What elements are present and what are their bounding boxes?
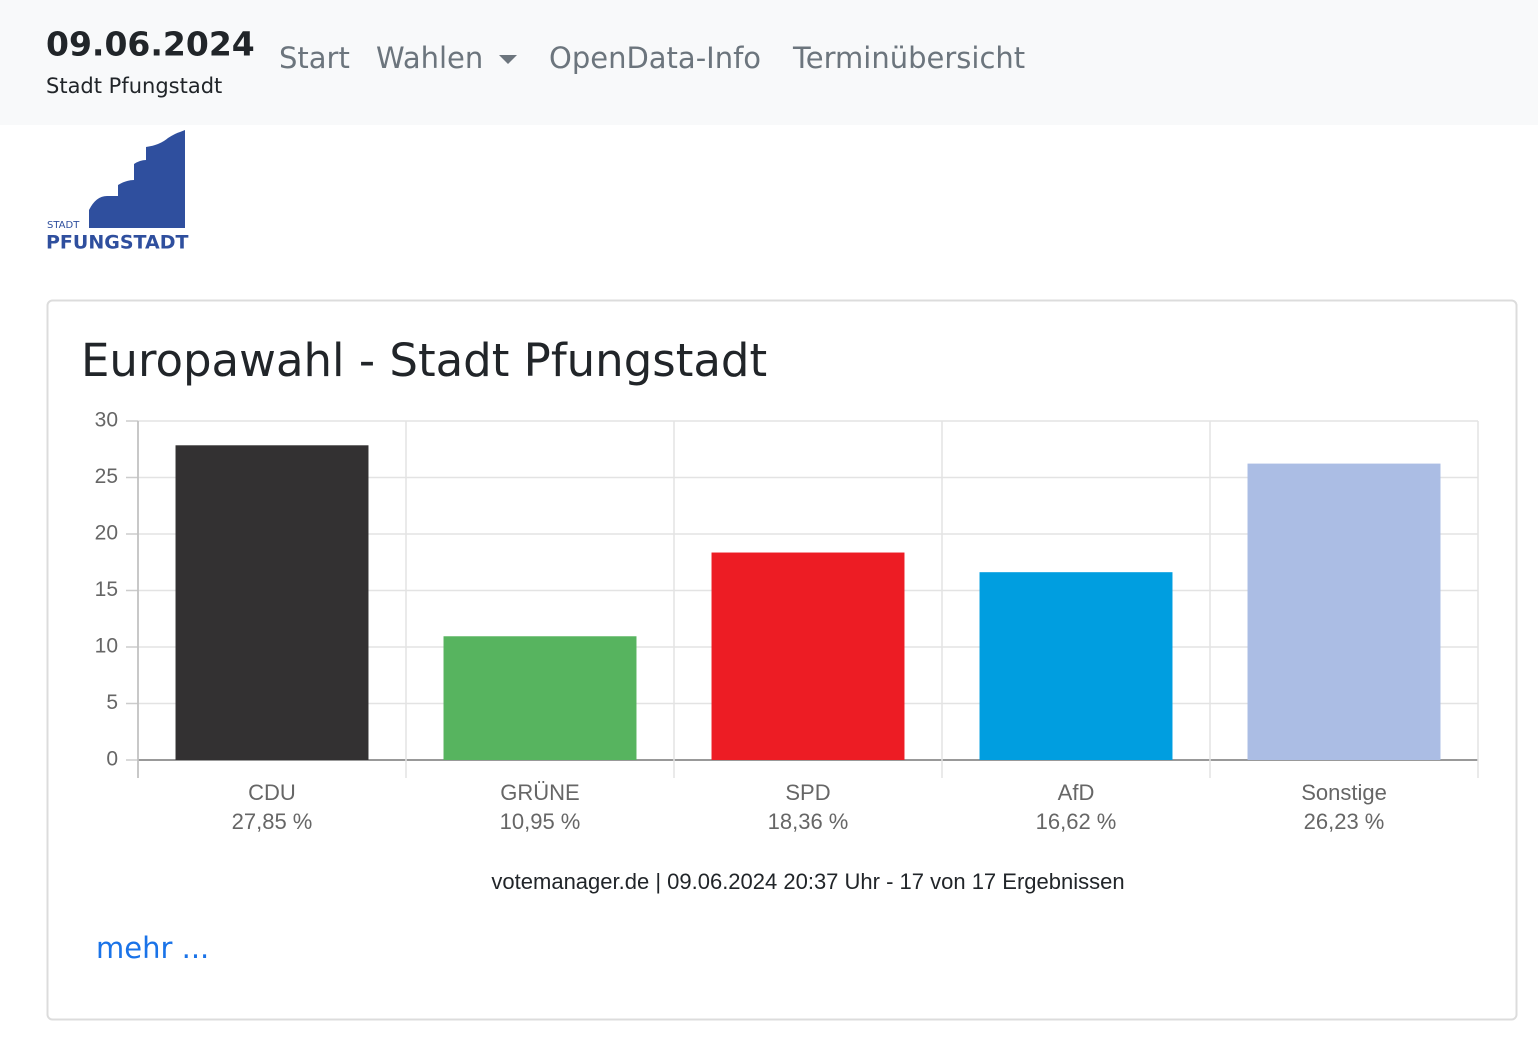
- y-tick-label: 25: [95, 465, 118, 488]
- logo-small: STADT: [47, 220, 80, 231]
- brand-date[interactable]: 09.06.2024: [46, 25, 255, 64]
- value-label: 10,95 %: [500, 809, 581, 834]
- y-tick-label: 30: [95, 409, 118, 432]
- bar: [711, 552, 905, 760]
- more-link[interactable]: mehr ...: [96, 931, 209, 965]
- dropdown-caret[interactable]: [499, 55, 517, 64]
- nav-link[interactable]: Start: [279, 41, 350, 75]
- y-tick-label: 5: [106, 691, 118, 714]
- plot: 0 5 10 15 20 25 30 CDU 27,85 % GRÜNE 10,95 % SPD 18,…: [95, 409, 1479, 834]
- x-tick-label: CDU: [248, 780, 296, 805]
- x-tick-label: SPD: [785, 780, 830, 805]
- value-label: 27,85 %: [232, 809, 313, 834]
- logo-shape: [89, 130, 185, 228]
- logo: STADT PFUNGSTADT: [46, 130, 188, 254]
- nav-link[interactable]: OpenData-Info: [549, 41, 761, 75]
- nav-link[interactable]: Terminübersicht: [792, 41, 1025, 75]
- bar: [1247, 463, 1441, 760]
- logo-name: PFUNGSTADT: [46, 232, 188, 254]
- value-label: 26,23 %: [1304, 809, 1385, 834]
- chart-title: Europawahl - Stadt Pfungstadt: [81, 334, 767, 387]
- x-tick-label: AfD: [1058, 780, 1095, 805]
- value-label: 18,36 %: [768, 809, 849, 834]
- y-tick-label: 15: [95, 578, 118, 601]
- bar: [443, 636, 637, 760]
- brand-subtitle[interactable]: Stadt Pfungstadt: [46, 74, 222, 98]
- x-tick-label: Sonstige: [1301, 780, 1387, 805]
- navbar: [0, 0, 1538, 125]
- bar: [979, 572, 1173, 760]
- source-note: votemanager.de | 09.06.2024 20:37 Uhr - …: [491, 869, 1124, 894]
- y-tick-label: 20: [95, 522, 118, 545]
- nav-link[interactable]: Wahlen: [376, 41, 483, 75]
- bar: [175, 445, 369, 760]
- x-tick-label: GRÜNE: [500, 780, 579, 805]
- value-label: 16,62 %: [1036, 809, 1117, 834]
- y-tick-label: 0: [106, 748, 118, 771]
- y-tick-label: 10: [95, 635, 118, 658]
